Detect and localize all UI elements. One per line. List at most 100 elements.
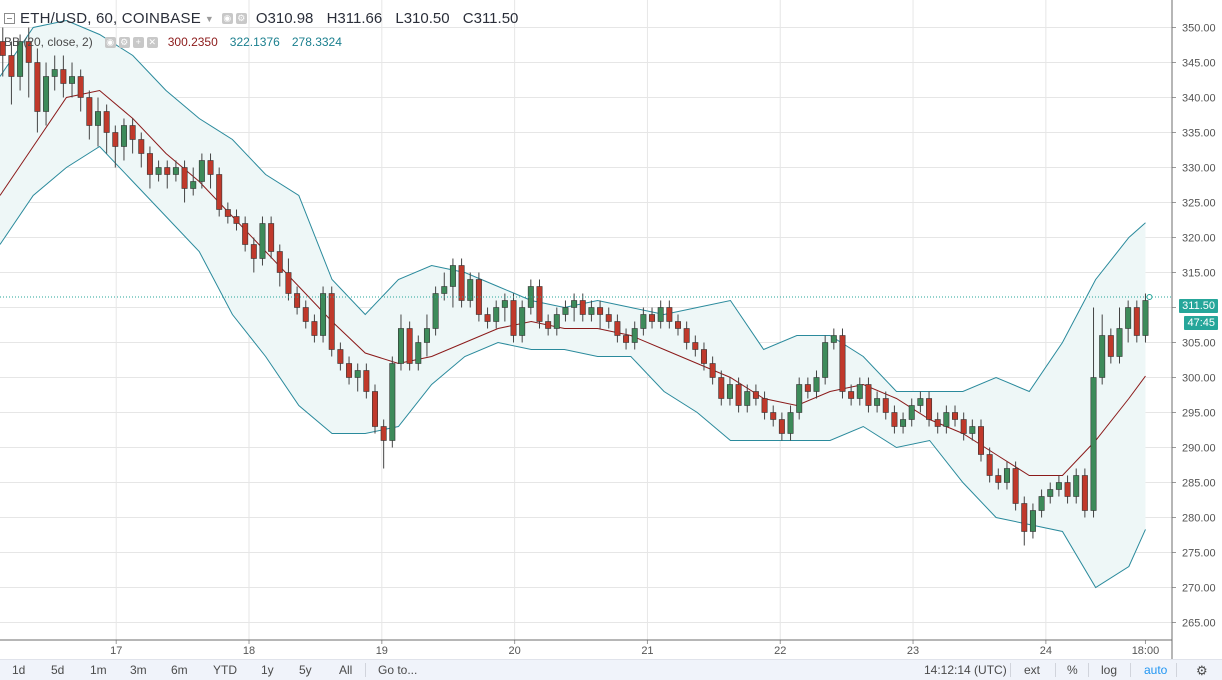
- ext-toggle[interactable]: ext: [1024, 663, 1041, 677]
- candle-body[interactable]: [718, 377, 725, 399]
- candle-body[interactable]: [8, 55, 15, 77]
- candle-body[interactable]: [822, 342, 829, 378]
- candle-body[interactable]: [1090, 377, 1097, 511]
- candle-body[interactable]: [761, 398, 768, 413]
- candle-body[interactable]: [1081, 475, 1088, 511]
- candle-body[interactable]: [1073, 475, 1080, 497]
- candle-body[interactable]: [475, 279, 482, 315]
- candle-body[interactable]: [787, 412, 794, 434]
- candle-body[interactable]: [683, 328, 690, 343]
- candle-body[interactable]: [700, 349, 707, 364]
- candle-body[interactable]: [458, 265, 465, 301]
- candle-body[interactable]: [969, 426, 976, 434]
- range-6m[interactable]: 6m: [171, 663, 188, 677]
- range-5y[interactable]: 5y: [299, 663, 312, 677]
- candle-body[interactable]: [1055, 482, 1062, 490]
- candle-body[interactable]: [389, 363, 396, 441]
- candle-body[interactable]: [320, 293, 327, 336]
- candle-body[interactable]: [874, 398, 881, 406]
- log-toggle[interactable]: log: [1101, 663, 1118, 677]
- candle-body[interactable]: [726, 384, 733, 399]
- candle-body[interactable]: [908, 405, 915, 420]
- candle-body[interactable]: [77, 76, 84, 98]
- candle-body[interactable]: [631, 328, 638, 343]
- candle-body[interactable]: [233, 216, 240, 224]
- candle-body[interactable]: [588, 307, 595, 315]
- candle-body[interactable]: [146, 153, 153, 175]
- candle-body[interactable]: [268, 223, 275, 252]
- candle-body[interactable]: [181, 167, 188, 189]
- candle-body[interactable]: [1003, 468, 1010, 483]
- candle-body[interactable]: [60, 69, 67, 84]
- candle-body[interactable]: [207, 160, 214, 175]
- candle-body[interactable]: [164, 167, 171, 175]
- candle-body[interactable]: [848, 391, 855, 399]
- candle-body[interactable]: [839, 335, 846, 392]
- candle-body[interactable]: [597, 307, 604, 315]
- candle-body[interactable]: [112, 132, 119, 147]
- gear-icon[interactable]: ⚙: [118, 36, 130, 48]
- candle-body[interactable]: [666, 307, 673, 322]
- candle-body[interactable]: [735, 384, 742, 406]
- candle-body[interactable]: [917, 398, 924, 406]
- candle-body[interactable]: [406, 328, 413, 364]
- candle-body[interactable]: [675, 321, 681, 329]
- candle-body[interactable]: [709, 363, 716, 378]
- gear-icon[interactable]: ⚙: [235, 13, 247, 24]
- candle-body[interactable]: [250, 244, 257, 259]
- candle-body[interactable]: [259, 223, 266, 259]
- candle-body[interactable]: [328, 293, 335, 350]
- candle-body[interactable]: [285, 272, 292, 294]
- gear-icon[interactable]: ⚙: [1196, 663, 1208, 678]
- candle-body[interactable]: [1021, 503, 1028, 532]
- range-all[interactable]: All: [339, 663, 353, 677]
- candle-body[interactable]: [354, 370, 361, 378]
- candle-body[interactable]: [778, 419, 785, 434]
- candle-body[interactable]: [397, 328, 404, 364]
- eye-icon[interactable]: ◉: [104, 36, 116, 48]
- candle-body[interactable]: [553, 314, 560, 329]
- price-chart[interactable]: 265.00 270.00 275.00 280.00 285.00 290.00 295.…: [0, 0, 1222, 659]
- candle-body[interactable]: [692, 342, 699, 350]
- collapse-legend-icon[interactable]: [4, 13, 15, 24]
- candle-body[interactable]: [943, 412, 950, 427]
- candle-body[interactable]: [441, 286, 448, 294]
- candle-body[interactable]: [25, 41, 32, 63]
- candle-body[interactable]: [657, 307, 664, 322]
- candle-body[interactable]: [380, 426, 387, 441]
- indicator-name[interactable]: BB (20, close, 2): [4, 35, 93, 49]
- candle-body[interactable]: [579, 300, 586, 315]
- candle-body[interactable]: [120, 125, 127, 147]
- candle-body[interactable]: [138, 139, 145, 154]
- range-3m[interactable]: 3m: [130, 663, 147, 677]
- plus-icon[interactable]: +: [132, 36, 144, 48]
- candle-body[interactable]: [129, 125, 136, 140]
- candle-body[interactable]: [216, 174, 223, 210]
- candle-body[interactable]: [172, 167, 179, 175]
- candle-body[interactable]: [294, 293, 301, 308]
- candle-body[interactable]: [1116, 328, 1123, 357]
- candle-body[interactable]: [17, 41, 24, 77]
- candle-body[interactable]: [856, 384, 863, 399]
- candle-body[interactable]: [562, 307, 569, 315]
- candle-body[interactable]: [423, 328, 430, 343]
- candle-body[interactable]: [770, 412, 777, 420]
- candle-body[interactable]: [43, 76, 50, 112]
- candle-body[interactable]: [978, 426, 984, 455]
- range-ytd[interactable]: YTD: [213, 663, 237, 677]
- candle-body[interactable]: [190, 181, 197, 189]
- auto-toggle[interactable]: auto: [1144, 663, 1168, 677]
- candle-body[interactable]: [363, 370, 370, 392]
- candle-body[interactable]: [813, 377, 820, 392]
- candle-body[interactable]: [752, 391, 759, 399]
- candle-body[interactable]: [69, 76, 76, 84]
- candle-body[interactable]: [198, 160, 205, 182]
- range-1y[interactable]: 1y: [261, 663, 274, 677]
- candle-body[interactable]: [510, 300, 517, 336]
- candle-body[interactable]: [796, 384, 803, 413]
- range-1d[interactable]: 1d: [12, 663, 26, 677]
- range-1m[interactable]: 1m: [90, 663, 107, 677]
- candle-body[interactable]: [449, 265, 456, 287]
- candle-body[interactable]: [337, 349, 344, 364]
- candle-body[interactable]: [1107, 335, 1114, 357]
